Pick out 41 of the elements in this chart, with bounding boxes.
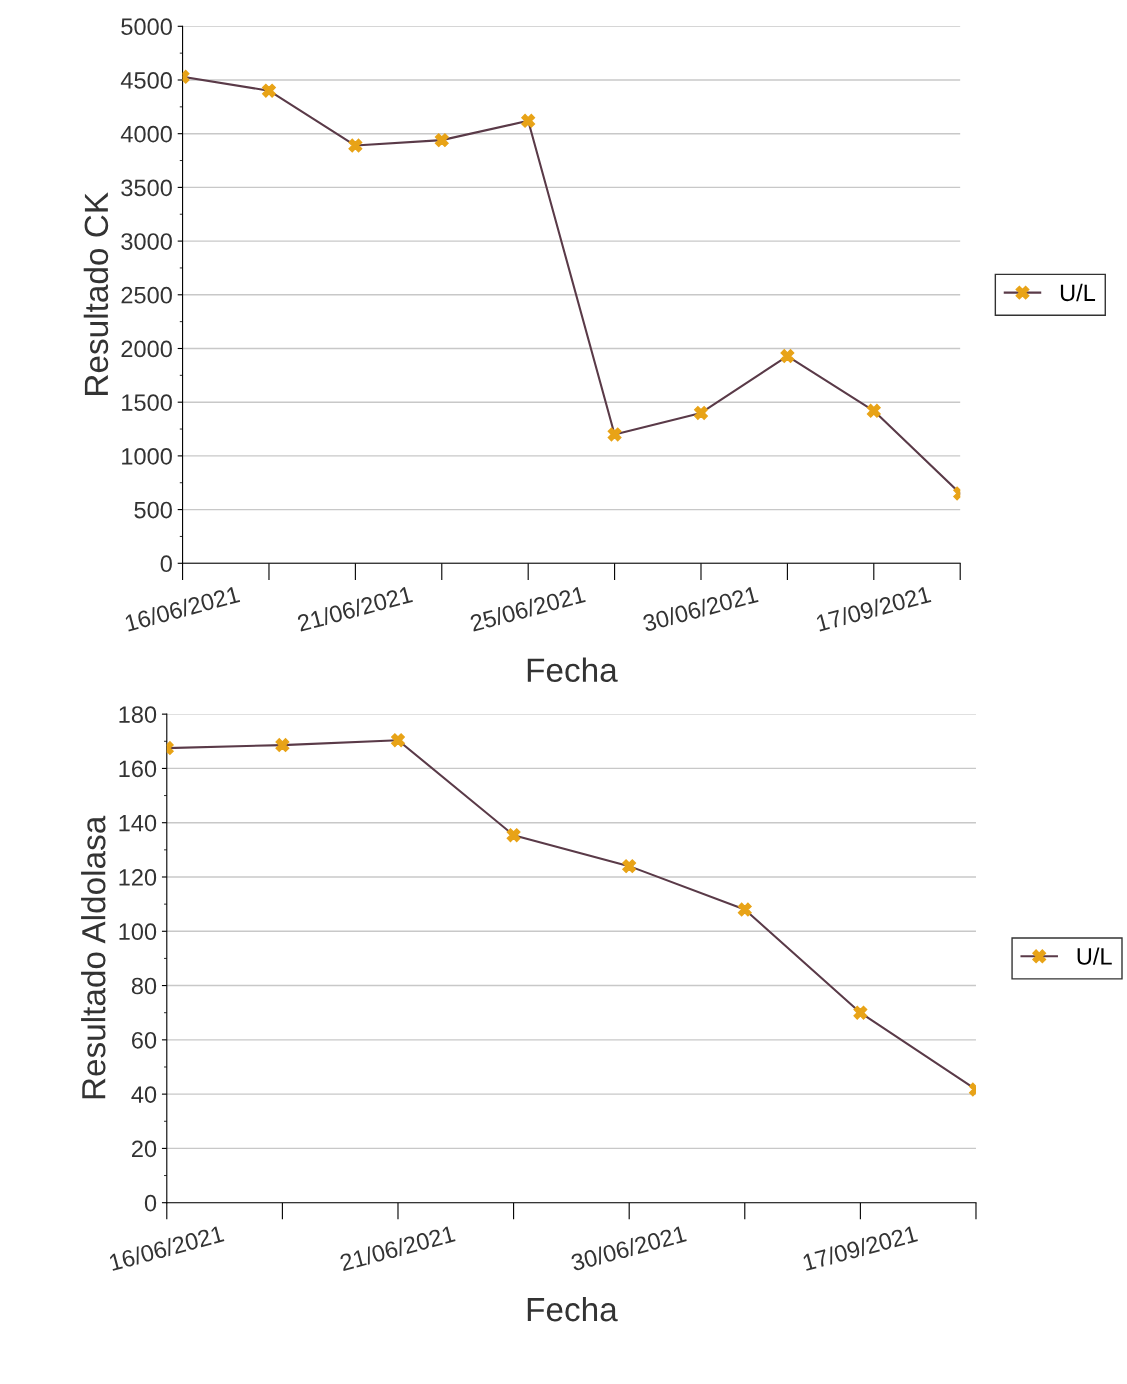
point: [622, 859, 637, 874]
legend-label: U/L: [1060, 283, 1096, 302]
y-tick-label: 4000: [120, 125, 172, 143]
point: [262, 83, 276, 98]
y-tick-label: 40: [131, 1086, 157, 1103]
point: [866, 403, 881, 418]
y-tick-label: 80: [131, 977, 157, 995]
y-tick-label: 120: [119, 869, 157, 886]
y-tick-label: 160: [119, 760, 157, 778]
point: [780, 349, 795, 363]
y-tick-label: 100: [119, 923, 157, 941]
point: [521, 113, 536, 128]
y-tick-label: 500: [134, 501, 172, 519]
point: [275, 738, 290, 753]
point: [737, 902, 752, 917]
y-axis-title: Resultado CK: [83, 192, 109, 395]
y-tick-label: 180: [119, 706, 157, 723]
y-tick-label: 1500: [122, 394, 172, 411]
point: [607, 427, 622, 442]
y-tick-label: 20: [132, 1140, 157, 1158]
y-tick-label: 0: [160, 555, 172, 573]
y-tick-label: 2000: [121, 340, 172, 358]
point: [391, 733, 405, 748]
y-tick-label: 5000: [121, 18, 172, 36]
point: [348, 138, 363, 153]
y-tick-label: 2500: [121, 286, 172, 304]
x-axis-title: Fecha: [527, 1296, 618, 1322]
y-tick-label: 4500: [120, 72, 172, 89]
y-axis-title: Resultado Aldolasa: [81, 815, 106, 1099]
y-tick-label: 3500: [121, 179, 172, 197]
y-tick-label: 60: [132, 1031, 157, 1049]
point: [853, 1005, 868, 1020]
x-axis-title: Fecha: [527, 657, 618, 682]
y-tick-label: 3000: [121, 233, 172, 250]
point: [694, 405, 708, 420]
legend-label: U/L: [1077, 947, 1112, 965]
point: [506, 828, 521, 843]
y-tick-label: 1000: [122, 447, 172, 465]
point: [434, 133, 449, 148]
y-tick-label: 0: [144, 1194, 157, 1212]
y-tick-label: 140: [119, 814, 157, 832]
